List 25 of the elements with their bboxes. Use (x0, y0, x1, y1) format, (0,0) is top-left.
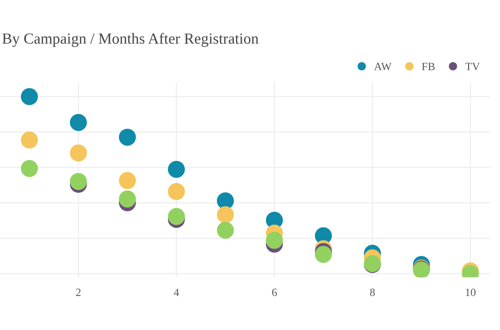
point (168, 183, 185, 200)
point (216, 206, 234, 224)
legend-label: AW (374, 62, 392, 70)
x-tick-label: 4 (174, 288, 180, 296)
point (70, 144, 87, 162)
point (118, 172, 136, 190)
x-tick-label: 2 (76, 288, 81, 296)
legend-label: FB (422, 62, 435, 70)
x-tick-label: 10 (466, 288, 476, 296)
point (20, 132, 38, 149)
point (70, 114, 87, 132)
point (70, 172, 87, 190)
point (118, 190, 136, 208)
chart-title: By Campaign / Months After Registration (2, 32, 258, 47)
legend-label: TV (465, 62, 480, 70)
point (20, 88, 38, 106)
point (168, 160, 185, 178)
point (216, 222, 234, 239)
x-tick-label: 6 (272, 288, 277, 296)
point (20, 160, 38, 178)
point (168, 208, 185, 225)
point (118, 128, 136, 146)
point (266, 232, 283, 249)
x-tick-label: 8 (370, 288, 375, 296)
point (216, 192, 234, 210)
